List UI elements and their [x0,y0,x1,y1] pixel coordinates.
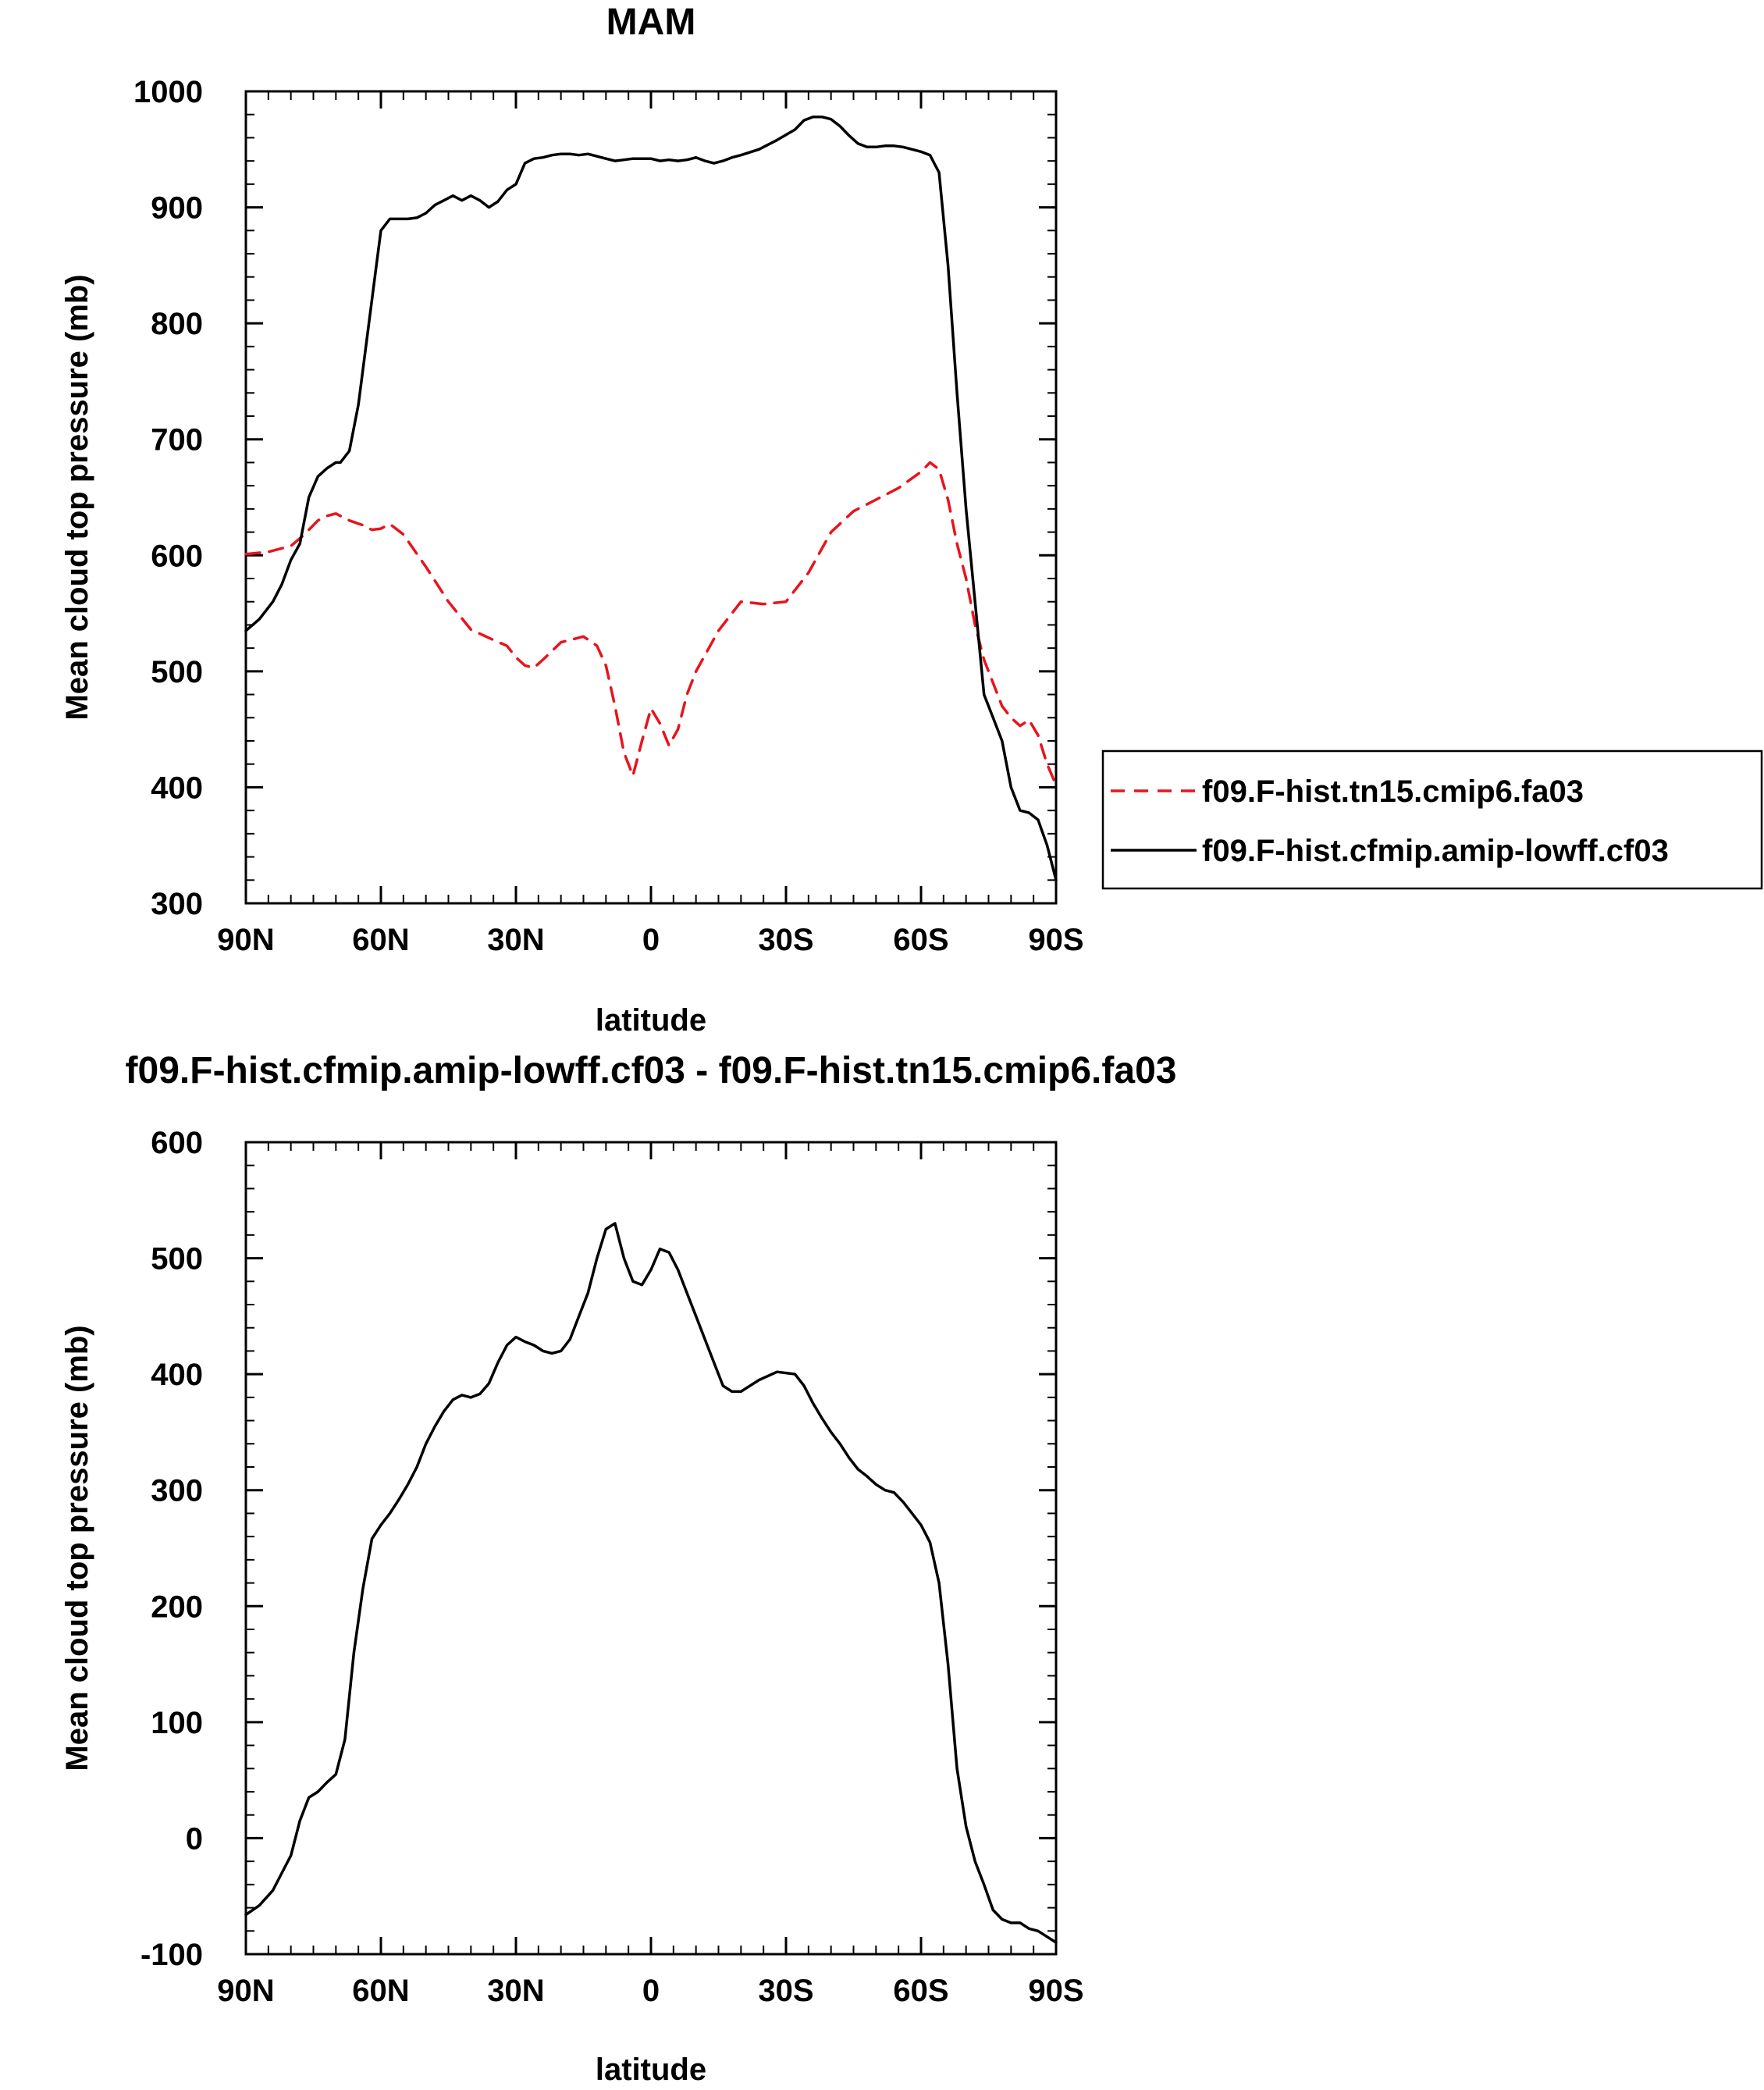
x-tick-label: 90S [1028,923,1083,957]
x-tick-label: 90N [217,923,274,957]
y-tick-label: 500 [151,655,203,689]
series-line-1 [244,461,1058,787]
bottom-panel-title: f09.F-hist.cfmip.amip-lowff.cf03 - f09.F… [126,1050,1177,1091]
legend-box [1101,749,1763,890]
x-tick-label: 30N [487,1974,544,2008]
bottom-panel-y-tick-labels: -100 0 100 200 300 400 500 600 [140,1126,203,1972]
bottom-panel-series [244,1222,1058,1944]
bottom-panel-y-axis-label: Mean cloud top pressure (mb) [60,1325,94,1771]
x-tick-label: 90N [217,1974,274,2008]
y-tick-label: 400 [151,1358,203,1392]
series-line-1 [244,1222,1058,1944]
y-tick-label: -100 [140,1938,203,1972]
bottom-panel: f09.F-hist.cfmip.amip-lowff.cf03 - f09.F… [60,1050,1177,2087]
y-tick-label: 900 [151,191,203,226]
x-tick-label: 90S [1028,1974,1083,2008]
y-tick-label: 700 [151,423,203,458]
y-tick-label: 0 [186,1821,203,1856]
y-tick-label: 200 [151,1590,203,1624]
y-tick-label: 500 [151,1242,203,1276]
series-line-2 [244,115,1058,882]
top-panel: MAM 90N 60N 30N 0 30S 60S 90S 300 400 500 600 700 8… [60,2,1763,1038]
top-panel-y-axis-label: Mean cloud top pressure (mb) [60,274,94,720]
top-panel-y-tick-labels: 300 400 500 600 700 800 900 1000 [133,75,203,921]
legend-label-series-1: f09.F-hist.tn15.cmip6.fa03 [1202,774,1584,809]
top-panel-title: MAM [606,2,696,43]
x-tick-label: 30N [487,923,544,957]
x-tick-label: 60N [352,923,409,957]
x-tick-label: 60N [352,1974,409,2008]
y-tick-label: 1000 [133,75,203,109]
y-tick-label: 400 [151,771,203,805]
bottom-plot-frame [244,1141,1058,1956]
x-tick-label: 60S [893,1974,948,2008]
y-tick-label: 600 [151,1126,203,1160]
x-tick-label: 0 [642,923,660,957]
top-panel-series [244,115,1058,882]
top-panel-x-axis-label: latitude [596,1003,706,1038]
legend: f09.F-hist.tn15.cmip6.fa03 f09.F-hist.cf… [1101,749,1763,890]
legend-label-series-2: f09.F-hist.cfmip.amip-lowff.cf03 [1202,834,1669,868]
y-tick-label: 600 [151,539,203,573]
top-plot-frame [244,90,1058,905]
top-panel-x-tick-labels: 90N 60N 30N 0 30S 60S 90S [217,923,1083,957]
x-tick-label: 30S [758,923,813,957]
bottom-panel-x-tick-labels: 90N 60N 30N 0 30S 60S 90S [217,1974,1083,2008]
y-tick-label: 300 [151,887,203,921]
y-tick-label: 300 [151,1474,203,1508]
y-tick-label: 100 [151,1706,203,1740]
top-panel-ticks [244,90,1058,905]
bottom-panel-ticks [244,1141,1058,1956]
x-tick-label: 30S [758,1974,813,2008]
x-tick-label: 0 [642,1974,660,2008]
x-tick-label: 60S [893,923,948,957]
y-tick-label: 800 [151,307,203,341]
bottom-panel-x-axis-label: latitude [596,2053,706,2086]
